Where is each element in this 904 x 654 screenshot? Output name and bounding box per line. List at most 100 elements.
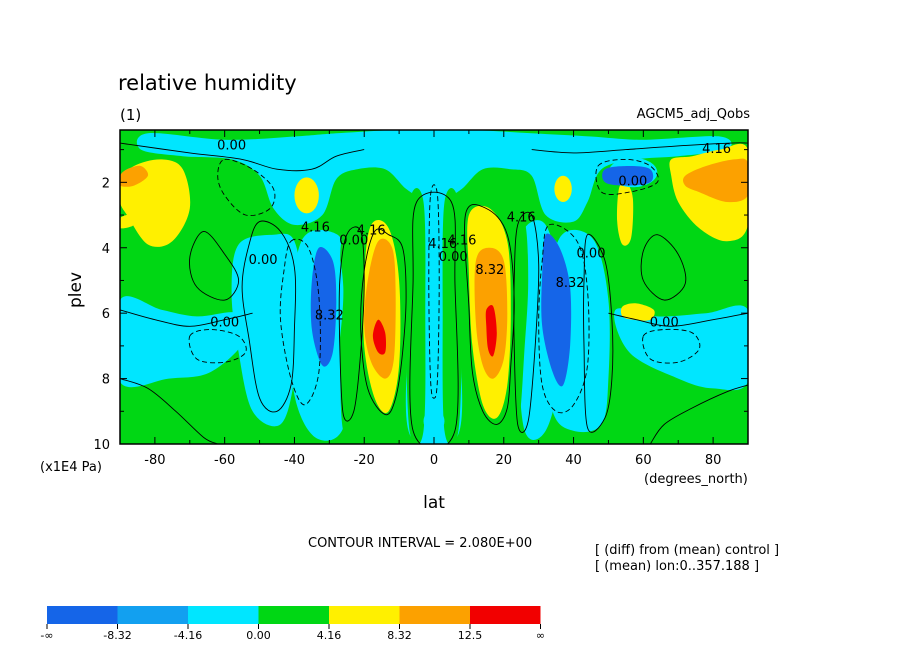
fill-region-level-0 xyxy=(310,247,337,367)
y-axis-label: plev xyxy=(66,272,86,308)
y-tick-label: 10 xyxy=(93,438,110,453)
contour-label: 8.32 xyxy=(315,309,344,324)
contour-label: 8.32 xyxy=(475,263,504,278)
y-tick-label: 4 xyxy=(102,242,110,257)
y-tick-label: 6 xyxy=(102,307,110,322)
fill-region-cyan xyxy=(136,130,732,226)
dataset-label: AGCM5_adj_Qobs xyxy=(637,107,751,122)
contour-line-negative xyxy=(217,158,276,216)
contour-line-negative xyxy=(428,184,440,399)
contour-label: 4.16 xyxy=(447,233,476,248)
fill-region-level-2 xyxy=(667,342,689,356)
fill-region-level-2 xyxy=(423,409,445,433)
contour-line-positive xyxy=(120,378,218,444)
colorbar-label: 12.5 xyxy=(458,629,483,642)
contour-interval-text: CONTOUR INTERVAL = 2.080E+00 xyxy=(308,536,532,551)
fill-region-level-4 xyxy=(294,177,319,214)
contour-line-positive xyxy=(120,309,253,327)
colorbar-label: -∞ xyxy=(40,629,53,642)
fill-region-level-2 xyxy=(207,342,236,356)
colorbar-label: -4.16 xyxy=(174,629,202,642)
colorbar-swatch xyxy=(399,606,470,624)
contour-line-positive xyxy=(241,220,297,413)
x-tick-label: -60 xyxy=(214,453,235,468)
colorbar-swatch xyxy=(329,606,400,624)
contour-label: 4.16 xyxy=(428,237,457,252)
colorbar-swatch xyxy=(470,606,541,624)
chart-subtitle: (1) xyxy=(120,106,141,124)
x-axis-units: (degrees_north) xyxy=(644,472,748,487)
contour-label: 4.16 xyxy=(301,220,330,235)
colorbar-swatch xyxy=(47,606,118,624)
fill-region-level-5 xyxy=(364,238,396,379)
contour-line-positive xyxy=(189,230,240,301)
fill-region-level-6 xyxy=(372,319,387,355)
contour-line-positive xyxy=(583,233,614,433)
fill-region-cyan xyxy=(231,233,302,427)
contour-line-positive xyxy=(608,312,748,327)
contour-label: 0.00 xyxy=(650,315,679,330)
contour-label: 0.00 xyxy=(577,247,606,262)
fill-region-level-6 xyxy=(485,305,497,357)
y-axis-units: (x1E4 Pa) xyxy=(40,460,102,475)
fill-region-level-0 xyxy=(602,166,654,186)
contour-line-positive xyxy=(409,191,459,444)
fill-region-level-4 xyxy=(617,181,634,246)
contour-line-negative xyxy=(188,329,247,364)
colorbar-label: 0.00 xyxy=(246,629,271,642)
chart-title: relative humidity xyxy=(118,71,297,95)
colorbar-swatch xyxy=(117,606,188,624)
contour-line-positive xyxy=(640,234,687,301)
y-tick-label: 8 xyxy=(102,373,110,388)
contour-line-layer xyxy=(120,142,748,444)
x-tick-label: 80 xyxy=(705,453,722,468)
fill-region-level-5 xyxy=(120,165,149,187)
x-tick-label: 0 xyxy=(430,453,438,468)
contour-label: 8.32 xyxy=(556,276,585,291)
fill-region-level-4 xyxy=(554,175,572,202)
contour-line-negative xyxy=(595,158,659,195)
contour-label: 0.00 xyxy=(439,250,468,265)
note-diff: [ (diff) from (mean) control ] xyxy=(595,543,779,558)
x-tick-label: 60 xyxy=(635,453,652,468)
contour-line-negative xyxy=(279,238,321,406)
contour-label: 4.16 xyxy=(357,224,386,239)
filled-contour-layer xyxy=(120,130,748,444)
colorbar-label: 4.16 xyxy=(317,629,342,642)
contour-line-negative xyxy=(642,328,701,364)
contour-plot-area: 0.00 4.160.004.160.000.00 8.320.004.164.16… xyxy=(120,130,748,444)
x-axis-label: lat xyxy=(423,493,445,513)
y-tick-label: 2 xyxy=(102,176,110,191)
contour-line-positive xyxy=(120,142,365,172)
x-tick-label: 20 xyxy=(496,453,513,468)
x-tick-label: -40 xyxy=(284,453,305,468)
contour-label: 0.00 xyxy=(210,315,239,330)
colorbar-label: 8.32 xyxy=(387,629,412,642)
contour-label: 4.16 xyxy=(507,211,536,226)
contour-label: 0.00 xyxy=(217,139,246,154)
note-mean: [ (mean) lon:0..357.188 ] xyxy=(595,559,759,574)
contour-line-positive xyxy=(649,384,748,444)
contour-label: 0.00 xyxy=(249,253,278,268)
colorbar-label: ∞ xyxy=(536,629,545,642)
colorbar-swatch xyxy=(258,606,329,624)
fill-region-level-0 xyxy=(541,233,572,387)
contour-label: 0.00 xyxy=(618,175,647,190)
contour-line-positive xyxy=(338,226,365,422)
fill-region-level-5 xyxy=(683,158,748,203)
x-tick-label: 40 xyxy=(565,453,582,468)
x-axis-ticks: -80 -60 -40 -20 0 20 40 60 80 xyxy=(119,130,749,468)
fill-region-level-4 xyxy=(120,214,135,229)
fill-region-green xyxy=(442,188,462,444)
colorbar: -∞ -8.32 -4.16 0.00 4.16 8.32 12.5 ∞ xyxy=(40,606,545,642)
contour-line-positive xyxy=(531,142,748,154)
colorbar-swatch xyxy=(188,606,259,624)
contour-label: 0.00 xyxy=(339,233,368,248)
fill-region-level-4 xyxy=(620,303,655,321)
contour-label: 4.16 xyxy=(702,142,731,157)
x-tick-label: -80 xyxy=(144,453,165,468)
contour-line-positive xyxy=(360,228,407,416)
colorbar-label: -8.32 xyxy=(103,629,131,642)
contour-line-positive xyxy=(464,203,515,425)
